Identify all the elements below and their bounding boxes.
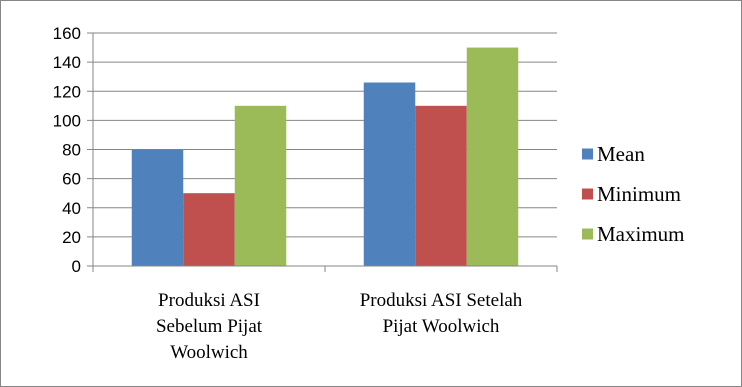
y-tick-labels: 0 20 40 60 80 100 120 140 160 [53, 24, 81, 276]
bars [131, 47, 519, 266]
x-category-label: Pijat Woolwich [383, 316, 500, 337]
bar-mean-1 [363, 82, 416, 266]
y-tick-label: 80 [62, 141, 81, 160]
legend: Mean Minimum Maximum [582, 142, 685, 246]
x-category-label: Woolwich [170, 342, 248, 363]
axes [87, 32, 558, 272]
legend-swatch-maximum [582, 228, 593, 240]
legend-label-maximum: Maximum [597, 222, 685, 246]
y-tick-label: 140 [53, 53, 81, 72]
y-tick-label: 20 [62, 228, 81, 247]
y-tick-label: 120 [53, 82, 81, 101]
bar-minimum-0 [183, 193, 235, 266]
y-tick-label: 40 [62, 199, 81, 218]
x-category-label: Sebelum Pijat [156, 316, 263, 337]
y-tick-label: 0 [72, 257, 81, 276]
y-tick-label: 160 [53, 24, 81, 43]
y-tick-label: 100 [53, 111, 81, 130]
legend-swatch-mean [582, 148, 593, 160]
x-category-labels: Produksi ASI Sebelum Pijat Woolwich Produks… [156, 290, 523, 363]
bar-mean-0 [131, 149, 184, 266]
legend-swatch-minimum [582, 188, 593, 200]
bar-maximum-1 [466, 47, 519, 266]
legend-label-minimum: Minimum [597, 182, 681, 206]
legend-label-mean: Mean [597, 142, 645, 166]
x-category-label: Produksi ASI Setelah [360, 290, 523, 311]
bar-minimum-1 [415, 105, 467, 266]
bar-maximum-0 [234, 105, 287, 266]
x-category-label: Produksi ASI [158, 290, 260, 311]
y-tick-label: 60 [62, 170, 81, 189]
